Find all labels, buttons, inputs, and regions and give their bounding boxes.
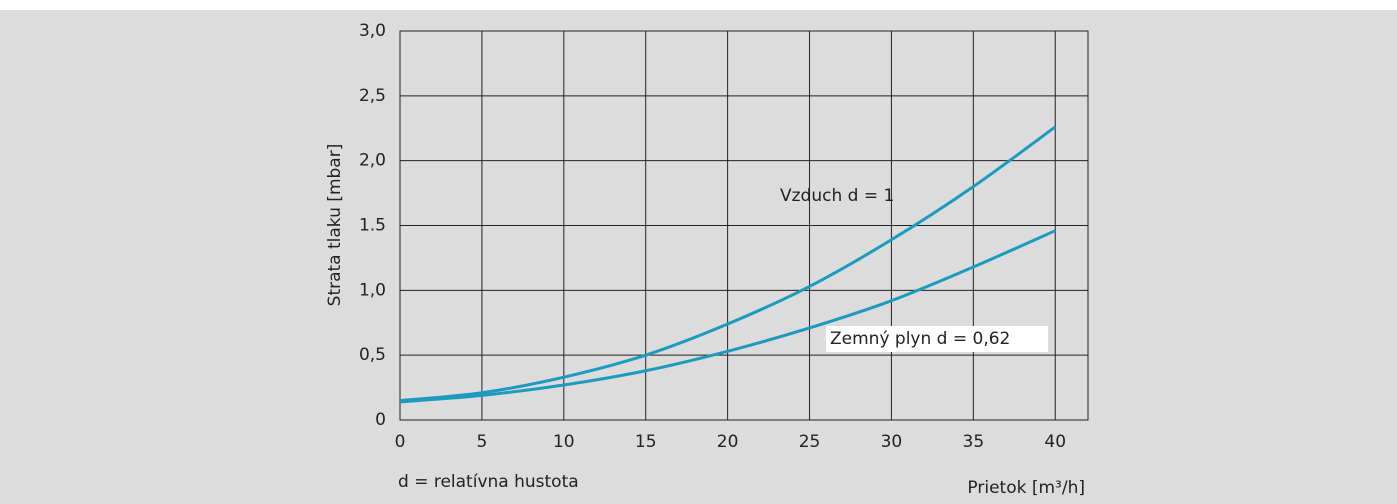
note: d = relatívna hustota xyxy=(398,472,579,492)
x-axis-label: Prietok [m³/h] xyxy=(967,478,1085,498)
y-axis-label: Strata tlaku [mbar] xyxy=(325,144,345,307)
x-tick-label: 10 xyxy=(553,432,575,452)
x-tick-label: 20 xyxy=(717,432,739,452)
y-tick-label: 0,5 xyxy=(359,345,386,365)
label-bg xyxy=(826,326,1048,352)
x-tick-label: 35 xyxy=(963,432,985,452)
x-tick-label: 5 xyxy=(476,432,487,452)
y-tick-label: 1.5 xyxy=(359,216,386,236)
x-tick-label: 30 xyxy=(881,432,903,452)
x-tick-label: 0 xyxy=(395,432,406,452)
y-tick-label: 2,5 xyxy=(359,86,386,106)
x-tick-label: 15 xyxy=(635,432,657,452)
panel xyxy=(0,10,1397,504)
y-tick-label: 0 xyxy=(375,410,386,430)
x-tick-label: 25 xyxy=(799,432,821,452)
y-tick-label: 1,0 xyxy=(359,280,386,300)
y-tick-label: 3,0 xyxy=(359,21,386,41)
x-tick-label: 40 xyxy=(1044,432,1066,452)
series-label: Zemný plyn d = 0,62 xyxy=(830,329,1010,349)
line xyxy=(399,229,1056,404)
line xyxy=(399,125,1057,403)
series-label: Vzduch d = 1 xyxy=(780,186,894,206)
y-tick-label: 2,0 xyxy=(359,151,386,171)
